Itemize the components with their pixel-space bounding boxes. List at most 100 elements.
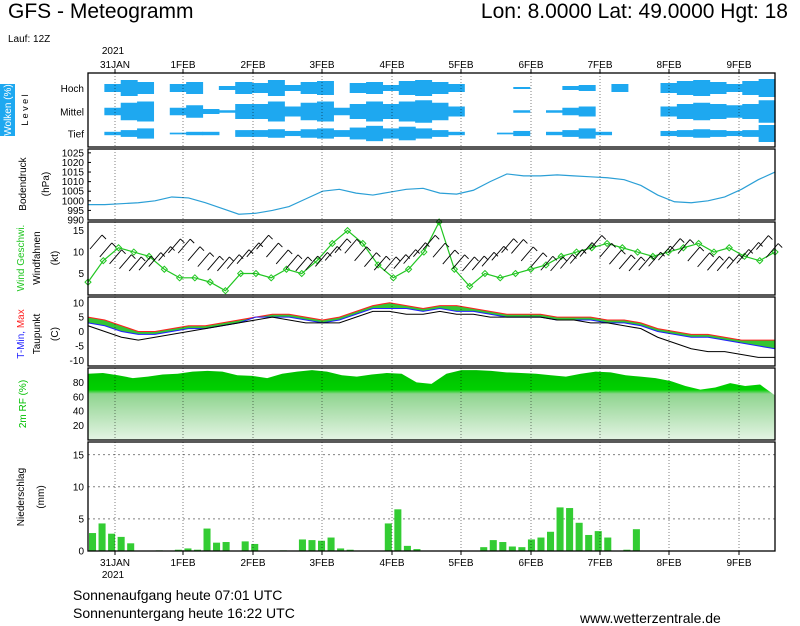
wind-barb	[266, 242, 279, 258]
wind-speed-point	[527, 265, 535, 273]
precipitation-bar	[213, 542, 221, 551]
temperature-tick-label: 5	[78, 313, 84, 324]
wind-barb	[158, 246, 171, 261]
wind-barb	[229, 256, 234, 262]
cloud-cover-mark	[186, 82, 204, 94]
wind-barb	[716, 256, 730, 272]
wind-barb	[413, 242, 426, 257]
wind-barb	[599, 243, 612, 258]
wind-barb	[687, 246, 701, 262]
wind-barb	[560, 254, 573, 269]
precipitation-bar	[556, 507, 564, 551]
cloud-cover-mark	[333, 130, 351, 137]
pressure-tick-label: 1020	[62, 158, 85, 169]
wind-barb	[709, 252, 714, 258]
wind-barb	[199, 246, 205, 251]
cloud-cover-mark	[251, 130, 269, 137]
wind-barb	[364, 252, 377, 267]
wind-tick-label: 10	[73, 248, 85, 259]
sunrise-text: Sonnenaufgang heute 07:01 UTC	[73, 587, 283, 603]
wind-barb	[89, 234, 103, 250]
wind-barb	[552, 255, 558, 261]
precipitation-bar	[98, 523, 106, 551]
wind-barb	[562, 256, 567, 262]
wind-barb	[768, 235, 773, 240]
wind-speed-point	[175, 274, 184, 282]
wind-barb	[628, 256, 642, 272]
wind-speed-point	[511, 269, 520, 278]
wind-barb	[756, 235, 769, 250]
wind-barb	[236, 249, 250, 265]
temperature-tick-label: 0	[78, 327, 84, 338]
cloud-cover-mark	[447, 106, 465, 117]
wind-barb	[278, 242, 283, 248]
cloud-cover-mark	[333, 107, 351, 116]
cloud-cover-mark	[284, 130, 302, 137]
top-date-label: 3FEB	[309, 60, 334, 71]
cloud-cover-mark	[693, 80, 711, 96]
wind-barb	[493, 252, 499, 257]
cloud-cover-mark	[137, 128, 155, 139]
precipitation-bar	[184, 548, 192, 551]
wind-barb	[238, 254, 244, 259]
website-text: www.wetterzentrale.de	[580, 610, 721, 626]
wind-speed-point	[145, 252, 153, 261]
precipitation-bar	[489, 540, 497, 551]
wind-barb	[346, 238, 352, 244]
cloud-cover-mark	[742, 130, 760, 137]
wind-speed-point	[603, 239, 611, 248]
top-date-label: 5FEB	[448, 60, 473, 71]
cloud-cover-mark	[137, 101, 155, 122]
wind-barb	[121, 249, 126, 255]
precipitation-bar	[566, 508, 574, 551]
cloud-cover-mark	[431, 102, 449, 121]
humidity-tick-label: 80	[73, 378, 85, 389]
wind-speed-point	[221, 286, 230, 295]
top-date-label: 4FEB	[379, 60, 404, 71]
cloud-cover-mark	[725, 130, 743, 137]
wind-barb	[442, 249, 456, 265]
wind-barb	[356, 238, 362, 244]
wind-barbs-axis-label: Windfahnen	[32, 231, 43, 284]
pressure-tick-label: 1015	[62, 168, 85, 179]
cloud-cover-mark	[513, 110, 531, 113]
level-tick-label: Tief	[68, 130, 85, 141]
wind-speed-point	[542, 261, 550, 269]
pressure-tick-label: 995	[67, 206, 84, 217]
cloud-cover-mark	[447, 131, 465, 136]
wind-barb	[275, 249, 289, 265]
wind-barb	[373, 255, 387, 271]
bottom-date-label: 8FEB	[656, 558, 681, 569]
humidity-axis-label: 2m RF (%)	[18, 380, 29, 428]
bottom-date-label: 5FEB	[448, 558, 473, 569]
precipitation-bar	[575, 522, 583, 551]
cloud-cover-mark	[120, 130, 138, 137]
precipitation-bar	[594, 531, 602, 551]
cloud-cover-mark	[382, 104, 400, 119]
cloud-cover-mark	[431, 130, 449, 137]
wind-barb	[501, 238, 514, 253]
cloud-cover-mark	[676, 81, 694, 95]
wind-barb	[324, 246, 338, 261]
wind-barb	[765, 243, 779, 258]
wind-speed-line	[87, 220, 776, 292]
wind-barb	[432, 242, 446, 258]
cloud-cover-mark	[300, 102, 318, 121]
cloud-cover-mark	[120, 80, 138, 96]
cloud-cover-mark	[415, 80, 433, 96]
wind-barb	[344, 238, 358, 254]
wind-speed-point	[99, 256, 107, 265]
cloud-cover-mark	[758, 125, 776, 142]
wind-barb	[532, 246, 538, 252]
wind-barb	[99, 242, 113, 258]
cloud-cover-mark	[578, 106, 596, 117]
wind-barb	[621, 249, 626, 255]
cloud-cover-mark	[251, 104, 269, 119]
precipitation-bar	[89, 533, 97, 551]
top-date-label: 6FEB	[518, 60, 543, 71]
wind-barb	[569, 249, 583, 264]
wind-speed-point	[252, 269, 260, 278]
cloud-cover-mark	[415, 100, 433, 123]
wind-speed-point	[206, 278, 214, 286]
precipitation-bar	[384, 523, 392, 551]
